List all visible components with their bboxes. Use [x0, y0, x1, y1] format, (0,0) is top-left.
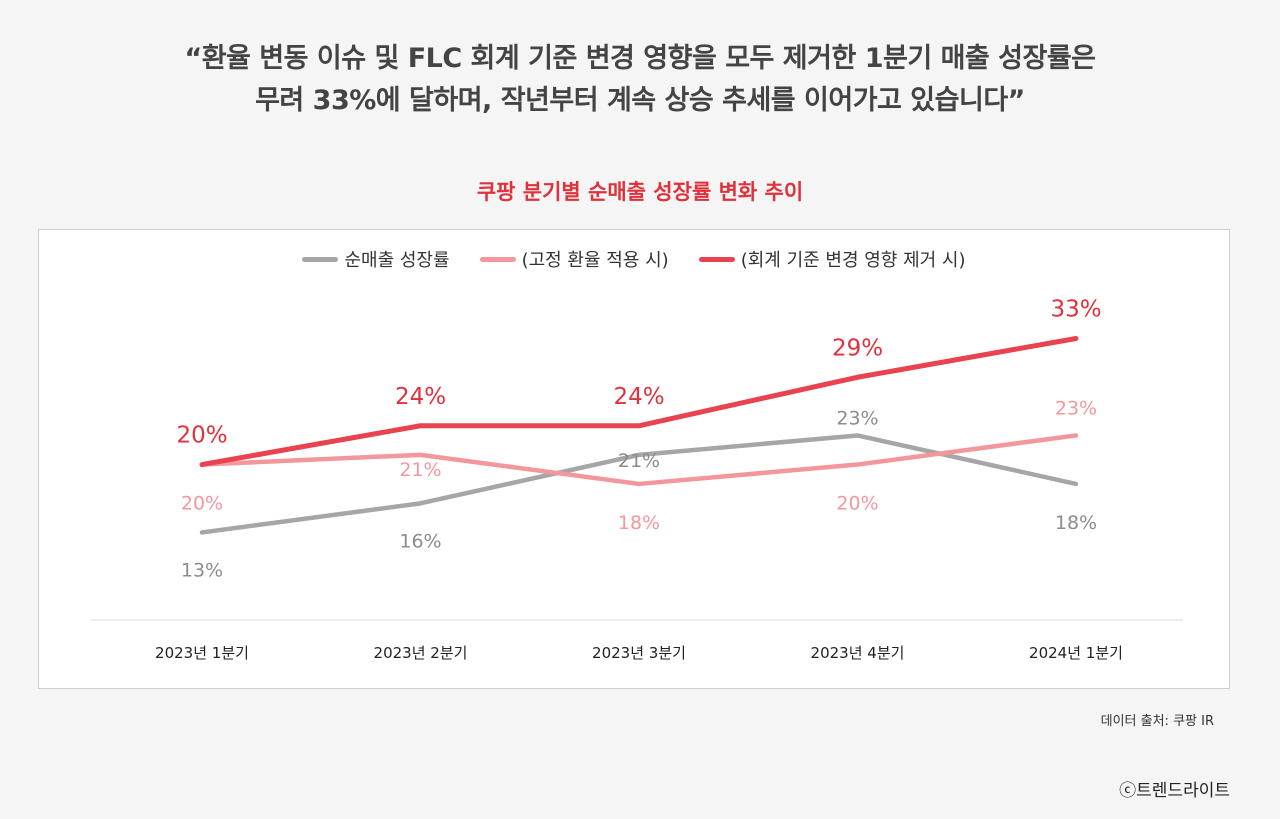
legend-label: (회계 기준 변경 영향 제거 시) — [740, 250, 966, 271]
legend-swatch — [479, 256, 516, 262]
legend-item-accounting-adjusted: (회계 기준 변경 영향 제거 시) — [698, 246, 966, 272]
data-label: 29% — [832, 335, 883, 361]
data-label: 21% — [618, 450, 660, 472]
legend-swatch — [302, 256, 339, 262]
legend-item-fixed-fx: (고정 환율 적용 시) — [479, 246, 669, 272]
data-label: 20% — [836, 493, 878, 515]
data-label: 13% — [181, 559, 223, 581]
chart-panel: 순매출 성장률 (고정 환율 적용 시) (회계 기준 변경 영향 제거 시) … — [38, 229, 1230, 689]
headline-quote: “환율 변동 이슈 및 FLC 회계 기준 변경 영향을 모두 제거한 1분기 … — [0, 38, 1280, 122]
data-label: 18% — [618, 512, 660, 534]
legend-label: (고정 환율 적용 시) — [521, 250, 669, 271]
data-label: 20% — [176, 423, 227, 449]
series-line-2 — [199, 433, 1079, 487]
data-label: 23% — [1055, 397, 1097, 419]
line-chart: 2023년 1분기 2023년 2분기 2023년 3분기 2023년 4분기 2024… — [91, 296, 1183, 662]
data-label: 21% — [399, 459, 441, 481]
series-line-3 — [199, 335, 1079, 468]
data-label: 16% — [399, 530, 441, 552]
x-tick-label: 2023년 3분기 — [592, 644, 686, 662]
data-label: 23% — [836, 407, 878, 429]
chart-legend: 순매출 성장률 (고정 환율 적용 시) (회계 기준 변경 영향 제거 시) — [39, 246, 1229, 272]
x-tick-label: 2023년 4분기 — [811, 644, 905, 662]
legend-item-net-sales: 순매출 성장률 — [302, 246, 450, 272]
data-source: 데이터 출처: 쿠팡 IR — [1100, 714, 1214, 729]
legend-label: 순매출 성장률 — [344, 250, 450, 271]
data-label: 24% — [395, 384, 446, 410]
x-tick-label: 2024년 1분기 — [1029, 644, 1123, 662]
legend-swatch — [698, 256, 735, 262]
data-label: 33% — [1050, 296, 1101, 322]
quote-line-2: 무려 33%에 달하며, 작년부터 계속 상승 추세를 이어가고 있습니다” — [255, 85, 1025, 116]
data-label: 24% — [613, 384, 664, 410]
data-label: 20% — [181, 493, 223, 515]
quote-line-1: “환율 변동 이슈 및 FLC 회계 기준 변경 영향을 모두 제거한 1분기 … — [184, 43, 1096, 74]
x-tick-label: 2023년 1분기 — [155, 644, 249, 662]
copyright-credit: ⓒ트렌드라이트 — [1119, 781, 1230, 801]
data-label: 18% — [1055, 512, 1097, 534]
chart-title: 쿠팡 분기별 순매출 성장률 변화 추이 — [476, 180, 804, 204]
series-line-1 — [199, 433, 1079, 535]
x-tick-label: 2023년 2분기 — [374, 644, 468, 662]
